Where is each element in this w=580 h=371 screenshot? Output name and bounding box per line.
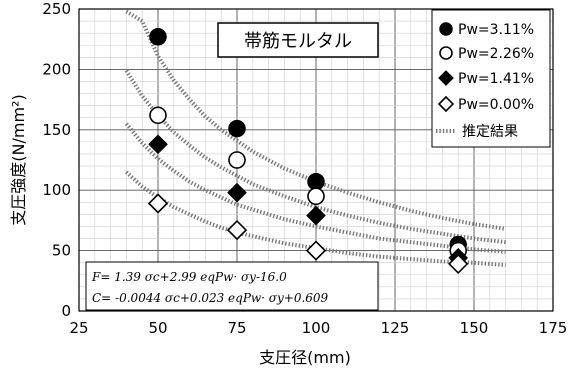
legend-label: Pw=3.11% [458,22,534,38]
y-tick-label: 0 [61,302,71,320]
data-point [307,187,325,206]
data-points [147,28,469,275]
x-tick-label: 25 [69,319,88,337]
legend: Pw=3.11% Pw=2.26% Pw=1.41% Pw=0.00% 推定結果 [431,9,551,148]
data-point [149,28,167,46]
x-tick-label: 100 [302,319,331,337]
x-tick-label: 50 [148,319,167,337]
y-tick-label: 50 [52,242,71,260]
x-tick-label: 175 [539,319,568,337]
legend-label: Pw=0.00% [458,97,534,113]
data-point [148,134,168,155]
y-tick-labels: 0 50 100 150 200 250 [42,0,71,320]
legend-marker [437,95,455,113]
legend-marker [439,46,453,60]
data-point [448,253,469,275]
estimate-curve [125,9,506,231]
data-point [149,106,167,125]
x-tick-label: 75 [227,319,246,337]
legend-label: 推定結果 [462,124,518,140]
data-point [306,205,326,226]
equation-box: F= 1.39 σc+2.99 eqPw· σy-16.0 C= -0.0044… [85,261,379,311]
x-tick-label: 125 [381,319,410,337]
estimate-curve [124,69,506,245]
data-point [228,119,246,138]
equation-c: C= -0.0044 σc+0.023 eqPw· σy+0.609 [92,291,329,305]
data-point [227,182,247,203]
data-point [226,219,248,241]
y-tick-label: 100 [42,181,71,199]
y-tick-label: 150 [42,121,71,139]
estimate-curve [124,122,506,254]
legend-label: Pw=2.26% [458,46,534,62]
estimate-curves [124,9,506,268]
estimate-curve [125,170,506,268]
equation-f: F= 1.39 σc+2.99 eqPw· σy-16.0 [91,270,287,284]
title-box: 帯筋モルタル [217,22,379,58]
y-axis-title: 支圧強度(N/mm²) [9,94,28,225]
plot-frame [78,8,554,312]
data-point [147,193,169,214]
x-axis-title: 支圧径(mm) [259,348,351,367]
data-point [228,151,246,169]
x-tick-label: 150 [460,319,489,337]
legend-marker [438,70,454,86]
chart-title: 帯筋モルタル [244,31,352,52]
y-tick-label: 200 [42,60,71,78]
legend-label: Pw=1.41% [458,71,534,87]
legend-marker [439,22,453,36]
data-point [305,240,327,261]
y-tick-label: 250 [42,0,71,18]
x-tick-labels: 25 50 75 100 125 150 175 [69,319,567,337]
data-point [307,172,325,191]
